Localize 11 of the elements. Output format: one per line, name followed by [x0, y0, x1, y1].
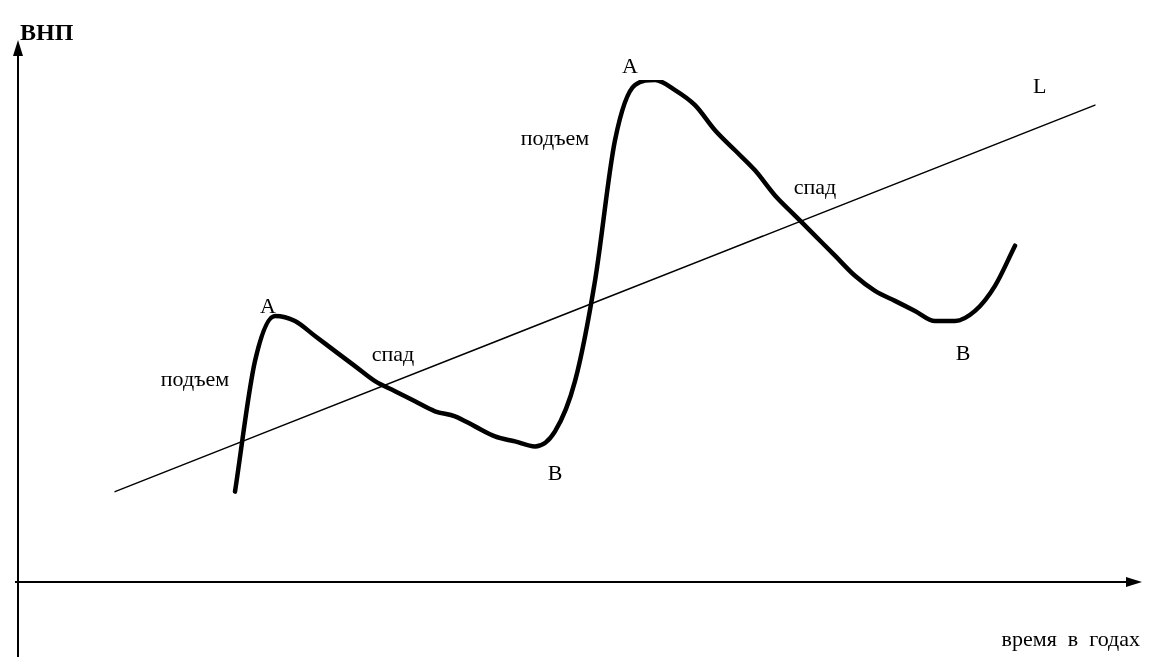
- y-axis-title: ВНП: [20, 19, 74, 45]
- annotation: спад: [793, 174, 837, 199]
- annotation: B: [955, 340, 971, 365]
- annotation: спад: [371, 341, 415, 366]
- annotation: B: [547, 460, 563, 485]
- x-axis-title: время в годах: [1001, 626, 1140, 651]
- annotation: подъем: [160, 366, 230, 391]
- annotation: подъем: [520, 125, 590, 150]
- annotation: A: [260, 293, 277, 318]
- series-label: L: [1033, 73, 1047, 99]
- text: A: [622, 53, 639, 78]
